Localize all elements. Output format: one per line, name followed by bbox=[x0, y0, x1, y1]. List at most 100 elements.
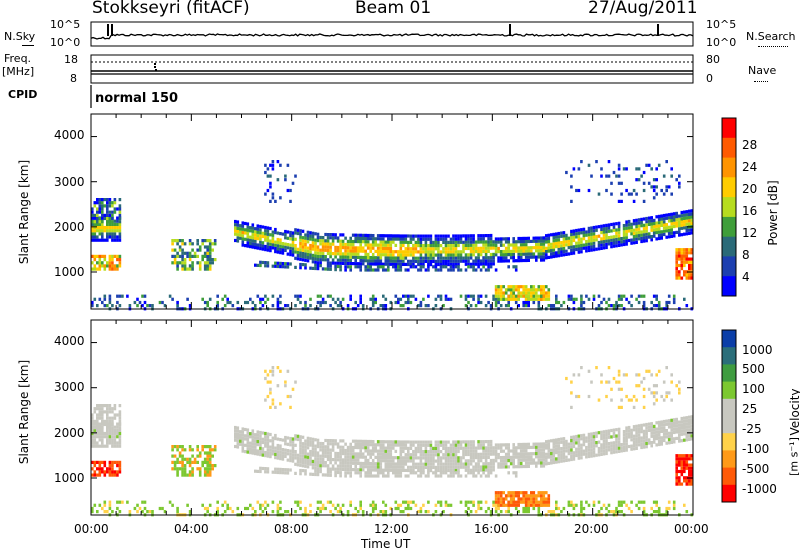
velocity-cell bbox=[424, 459, 428, 463]
velocity-cell bbox=[196, 445, 199, 449]
velocity-cell bbox=[487, 455, 490, 459]
velocity-cell bbox=[479, 452, 483, 456]
power-cell bbox=[274, 231, 277, 235]
velocity-cell bbox=[329, 442, 332, 446]
power-cell bbox=[339, 255, 342, 259]
velocity-cell bbox=[98, 431, 102, 436]
velocity-cell bbox=[382, 449, 385, 453]
power-cell bbox=[494, 297, 498, 301]
velocity-cell bbox=[314, 454, 317, 458]
velocity-cell bbox=[397, 468, 400, 472]
velocity-cell bbox=[361, 465, 365, 469]
power-cell bbox=[344, 246, 347, 250]
velocity-cell bbox=[181, 470, 184, 474]
power-cell bbox=[93, 238, 97, 242]
velocity-cell bbox=[555, 506, 558, 511]
velocity-cell bbox=[477, 468, 480, 472]
velocity-cell bbox=[657, 430, 661, 434]
power-cell bbox=[196, 242, 199, 246]
velocity-cell bbox=[439, 462, 443, 466]
velocity-cell bbox=[479, 440, 483, 444]
velocity-cell bbox=[113, 416, 117, 420]
power-cell bbox=[397, 262, 400, 266]
velocity-cell bbox=[402, 459, 405, 463]
velocity-cell bbox=[412, 456, 415, 460]
power-cell bbox=[447, 240, 450, 244]
velocity-cell bbox=[565, 458, 568, 462]
velocity-cell bbox=[329, 461, 332, 465]
velocity-cell bbox=[605, 436, 608, 440]
power-cell bbox=[479, 259, 483, 263]
velocity-cell bbox=[369, 474, 372, 478]
power-cell bbox=[492, 246, 495, 250]
velocity-cell bbox=[264, 369, 267, 373]
power-cell bbox=[462, 256, 465, 260]
power-cell bbox=[625, 223, 628, 227]
power-cell bbox=[344, 261, 347, 265]
power-cell bbox=[133, 300, 137, 305]
velocity-cell bbox=[422, 450, 425, 454]
power-cell bbox=[404, 268, 408, 272]
velocity-cell bbox=[605, 439, 608, 443]
power-cell bbox=[309, 304, 312, 308]
power-cell bbox=[309, 234, 312, 238]
power-cell bbox=[688, 222, 691, 226]
velocity-cell bbox=[570, 448, 573, 452]
velocity-cell bbox=[592, 450, 596, 455]
velocity-cell bbox=[412, 465, 415, 469]
power-cell bbox=[442, 304, 445, 308]
velocity-cell bbox=[276, 447, 280, 451]
velocity-cell bbox=[236, 432, 240, 436]
power-cell bbox=[607, 160, 611, 164]
velocity-cell bbox=[444, 443, 448, 447]
velocity-cell bbox=[625, 445, 628, 449]
velocity-cell bbox=[482, 443, 485, 447]
power-cell bbox=[640, 174, 643, 178]
velocity-cell bbox=[349, 464, 352, 468]
power-cell bbox=[419, 259, 423, 263]
power-cell bbox=[690, 231, 694, 235]
power-cell bbox=[662, 192, 666, 196]
velocity-cell bbox=[542, 461, 546, 465]
power-cell bbox=[590, 239, 593, 243]
power-cell bbox=[266, 242, 270, 246]
velocity-cell bbox=[424, 453, 428, 457]
power-cell bbox=[321, 267, 325, 271]
power-cell bbox=[434, 259, 438, 263]
power-cell bbox=[264, 229, 267, 233]
velocity-cell bbox=[635, 373, 638, 377]
power-cell bbox=[562, 300, 566, 305]
power-cell bbox=[580, 247, 583, 251]
power-cell bbox=[532, 236, 536, 240]
power-cell bbox=[497, 237, 500, 241]
velocity-cell bbox=[562, 506, 566, 511]
power-cell bbox=[432, 259, 435, 263]
velocity-cell bbox=[522, 446, 525, 450]
velocity-cell bbox=[366, 452, 370, 456]
velocity-cell bbox=[279, 402, 282, 406]
xtick-0400: 04:00 bbox=[174, 522, 209, 536]
velocity-cell bbox=[555, 441, 558, 445]
velocity-cell bbox=[560, 450, 563, 454]
power-cell bbox=[675, 248, 678, 252]
velocity-cell bbox=[514, 503, 518, 507]
velocity-cell bbox=[685, 482, 689, 486]
power-cell bbox=[299, 262, 302, 267]
velocity-cell bbox=[346, 452, 350, 456]
power-cell bbox=[597, 234, 601, 238]
power-cell bbox=[509, 243, 513, 247]
velocity-cell bbox=[474, 449, 478, 453]
power-cell bbox=[540, 242, 543, 246]
velocity-cell bbox=[437, 456, 440, 460]
power-cell bbox=[442, 259, 445, 263]
velocity-cell bbox=[587, 369, 591, 373]
velocity-cell bbox=[484, 468, 488, 472]
power-cell bbox=[610, 304, 613, 308]
velocity-cell bbox=[394, 506, 398, 511]
velocity-cell bbox=[645, 429, 648, 433]
velocity-cell bbox=[570, 442, 573, 446]
power-cell bbox=[382, 240, 385, 244]
velocity-cell bbox=[479, 465, 483, 469]
power-cell bbox=[173, 261, 177, 265]
velocity-cell bbox=[557, 437, 561, 442]
